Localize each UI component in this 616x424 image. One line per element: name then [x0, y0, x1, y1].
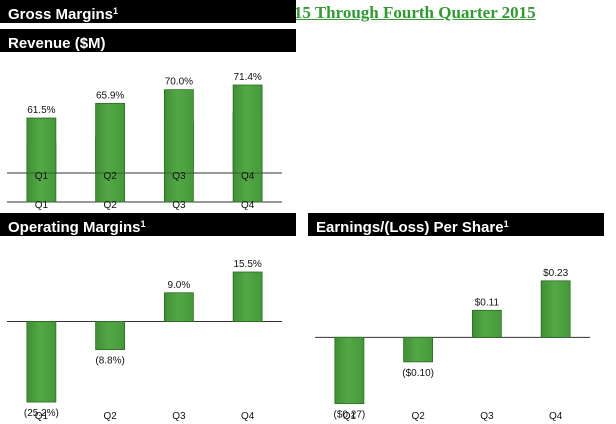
operating-margins-title: Operating Margins: [8, 219, 141, 236]
category-label: Q3: [172, 171, 186, 182]
data-label: $0.11: [475, 297, 500, 308]
data-label: 65.9%: [96, 90, 124, 101]
bar-q2: [95, 102, 126, 174]
revenue-title: Revenue ($M): [8, 35, 106, 52]
data-label: 61.5%: [27, 105, 55, 116]
data-label: 15.5%: [233, 259, 261, 270]
operating-margins-panel: Operating Margins1 (25.2%) Q1 (8.8%) Q2 9.0%…: [0, 213, 296, 422]
bar-q4: [540, 280, 571, 338]
category-label: Q2: [103, 411, 117, 422]
bar-q4: [232, 271, 263, 322]
category-label: Q2: [411, 411, 425, 422]
category-label: Q3: [172, 200, 186, 211]
category-label: Q4: [241, 171, 255, 182]
eps-header: Earnings/(Loss) Per Share1: [308, 213, 604, 236]
data-label: ($0.10): [402, 368, 434, 379]
category-label: Q4: [241, 200, 255, 211]
operating-margins-header: Operating Margins1: [0, 213, 296, 236]
data-label: 9.0%: [167, 280, 190, 291]
gross-margins-title: Gross Margins: [8, 6, 114, 23]
data-label: (8.8%): [95, 356, 124, 367]
data-label: 70.0%: [165, 77, 193, 88]
revenue-header: Revenue ($M): [0, 29, 296, 52]
bar-q2: [95, 321, 126, 351]
category-label: Q3: [480, 411, 494, 422]
operating-margins-footnote: 1: [140, 219, 146, 229]
bar-q4: [232, 84, 263, 174]
bar-q1: [26, 321, 57, 403]
data-label: $0.23: [543, 268, 568, 279]
category-label: Q1: [35, 411, 49, 422]
category-label: Q4: [241, 411, 255, 422]
bar-q3: [163, 292, 194, 322]
category-label: Q2: [103, 171, 117, 182]
gross-margins-header: Gross Margins1: [0, 0, 296, 23]
bar-q1: [26, 117, 57, 174]
bar-q3: [163, 89, 194, 174]
gross-margins-footnote: 1: [113, 6, 119, 16]
category-label: Q1: [35, 171, 49, 182]
category-label: Q1: [35, 200, 49, 211]
eps-panel: Earnings/(Loss) Per Share1 ($0.27) Q1 ($0.…: [308, 213, 604, 422]
data-label: 71.4%: [233, 72, 261, 83]
category-label: Q1: [343, 411, 357, 422]
bar-q1: [334, 336, 365, 405]
gross-margins-panel: Gross Margins1 61.5% Q1 65.9% Q2 70.0% Q3 71.4…: [0, 0, 296, 184]
gross-margins-chart: 61.5% Q1 65.9% Q2 70.0% Q3 71.4% Q4: [7, 72, 282, 182]
category-label: Q2: [103, 200, 117, 211]
category-label: Q3: [172, 411, 186, 422]
category-label: Q4: [549, 411, 563, 422]
bar-q3: [471, 309, 502, 338]
eps-title: Earnings/(Loss) Per Share: [316, 219, 504, 236]
eps-footnote: 1: [503, 219, 509, 229]
bar-q2: [403, 336, 434, 363]
